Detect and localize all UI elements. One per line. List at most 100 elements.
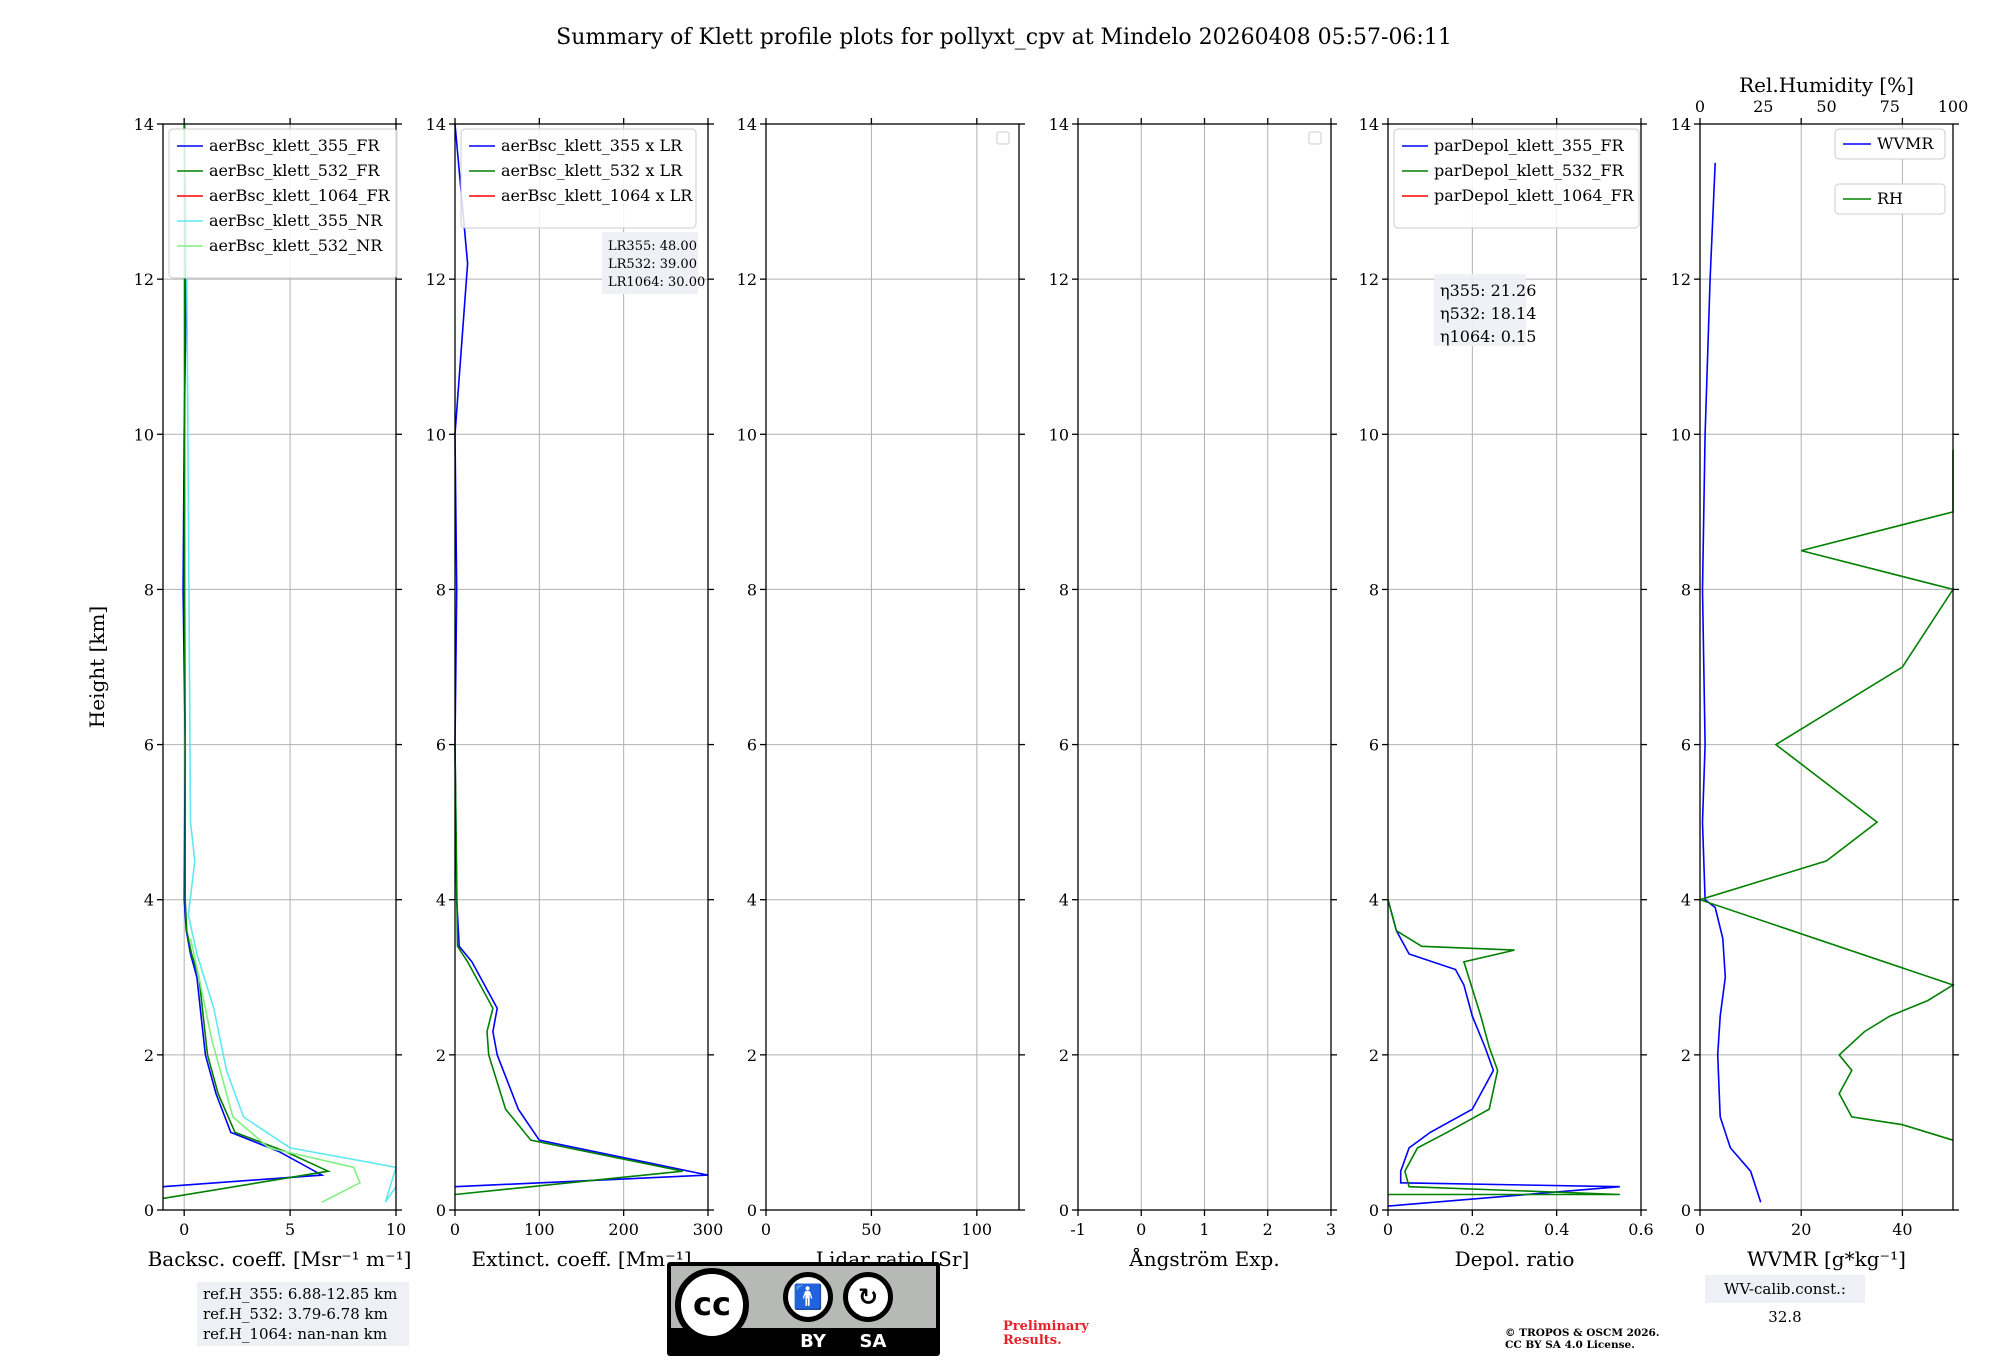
legend-entry: aerBsc_klett_355_FR <box>209 136 380 155</box>
y-tick-label: 10 <box>1049 425 1069 444</box>
y-tick-label: 0 <box>1369 1201 1379 1220</box>
lr-annotation: LR532: 39.00 <box>608 257 697 272</box>
x-top-tick-label: 75 <box>1880 97 1900 116</box>
y-tick-label: 6 <box>1681 736 1691 755</box>
y-tick-label: 4 <box>1059 891 1069 910</box>
series-parDepol_klett_355_FR <box>1387 899 1620 1207</box>
x-tick-label: 0.6 <box>1628 1220 1653 1239</box>
y-tick-label: 6 <box>747 736 757 755</box>
y-tick-label: 2 <box>1059 1046 1069 1065</box>
eta-annotation: η1064: 0.15 <box>1440 327 1536 346</box>
y-tick-label: 14 <box>737 115 757 134</box>
legend-entry: WVMR <box>1877 134 1934 153</box>
x-top-tick-label: 25 <box>1753 97 1773 116</box>
x-tick-label: 10 <box>386 1220 406 1239</box>
x-tick-label: 300 <box>693 1220 724 1239</box>
x-top-tick-label: 0 <box>1695 97 1705 116</box>
x-tick-label: 0 <box>179 1220 189 1239</box>
x-tick-label: 5 <box>285 1220 295 1239</box>
by-person-icon: 🚹 <box>783 1272 833 1322</box>
y-tick-label: 4 <box>436 891 446 910</box>
reference-height-box: ref.H_355: 6.88-12.85 km ref.H_532: 3.79… <box>197 1282 409 1346</box>
axes-frame <box>1387 123 1642 1211</box>
y-tick-label: 14 <box>134 115 154 134</box>
legend-box <box>168 128 398 279</box>
legend-entry: aerBsc_klett_1064 x LR <box>501 186 693 205</box>
x-tick-label: 0 <box>450 1220 460 1239</box>
x-axis-label: Backsc. coeff. [Msr⁻¹ m⁻¹] <box>148 1247 412 1271</box>
y-tick-label: 8 <box>436 580 446 599</box>
y-tick-label: 12 <box>134 270 154 289</box>
x-axis-label: Extinct. coeff. [Mm⁻¹] <box>471 1247 691 1271</box>
y-tick-label: 14 <box>426 115 446 134</box>
legend-box <box>460 128 697 229</box>
panel-depolarization: 0 2 4 6 8 10 12 14 0 0.2 0.4 0.6 Depol. ratio parDepo… <box>1359 115 1654 1271</box>
y-tick-label: 0 <box>1059 1201 1069 1220</box>
y-tick-label: 4 <box>1369 891 1379 910</box>
x-tick-label: 0 <box>1695 1220 1705 1239</box>
cc-by-label: BY <box>800 1331 826 1352</box>
axes-frame <box>765 123 1020 1211</box>
copyright-line-2: CC BY SA 4.0 License. <box>1505 1339 1635 1351</box>
x-tick-label: 2 <box>1263 1220 1273 1239</box>
legend-box <box>1834 128 1946 160</box>
x-tick-label: 100 <box>524 1220 555 1239</box>
x-tick-label: 3 <box>1326 1220 1336 1239</box>
y-tick-label: 12 <box>737 270 757 289</box>
y-tick-label: 8 <box>1369 580 1379 599</box>
y-tick-label: 2 <box>1369 1046 1379 1065</box>
y-tick-label: 4 <box>1681 891 1691 910</box>
y-tick-label: 10 <box>426 425 446 444</box>
axes-frame <box>454 123 709 1211</box>
preliminary-line-2: Results. <box>1003 1333 1062 1348</box>
x-tick-label: 0 <box>1136 1220 1146 1239</box>
y-tick-label: 4 <box>747 891 757 910</box>
y-axis-label: Height [km] <box>85 606 109 728</box>
y-tick-label: 2 <box>747 1046 757 1065</box>
x-tick-label: 100 <box>962 1220 993 1239</box>
y-tick-label: 8 <box>747 580 757 599</box>
legend-entry: RH <box>1877 189 1903 208</box>
x-top-axis-label: Rel.Humidity [%] <box>1739 73 1914 97</box>
wv-calib-box: WV-calib.const.: 32.8 <box>1705 1275 1865 1326</box>
cc-icon: cc <box>675 1268 749 1342</box>
y-tick-label: 12 <box>1359 270 1379 289</box>
x-tick-label: 200 <box>608 1220 639 1239</box>
lr-annotation-box <box>602 232 698 294</box>
series-aerBsc_klett_355_NR <box>185 201 398 1203</box>
axes-frame <box>1699 123 1954 1211</box>
y-tick-label: 14 <box>1359 115 1379 134</box>
legend-entry: aerBsc_klett_355_NR <box>209 211 383 230</box>
lr-annotation: LR1064: 30.00 <box>608 275 705 290</box>
preliminary-line-1: Preliminary <box>1003 1319 1089 1334</box>
x-tick-label: 40 <box>1892 1220 1912 1239</box>
legend-entry: parDepol_klett_532_FR <box>1434 161 1625 180</box>
copyright-note: © TROPOS & OSCM 2026. CC BY SA 4.0 Licen… <box>1505 1327 1660 1351</box>
y-tick-label: 8 <box>1059 580 1069 599</box>
y-tick-label: 6 <box>1369 736 1379 755</box>
x-axis-label: WVMR [g*kg⁻¹] <box>1747 1247 1906 1271</box>
x-tick-label: 0.2 <box>1460 1220 1485 1239</box>
legend-entry: aerBsc_klett_532 x LR <box>501 161 683 180</box>
eta-annotation-box <box>1434 274 1526 346</box>
y-tick-label: 2 <box>436 1046 446 1065</box>
refh-1064: ref.H_1064: nan-nan km <box>203 1325 388 1343</box>
x-axis-label: Depol. ratio <box>1455 1247 1575 1271</box>
legend-entry: parDepol_klett_1064_FR <box>1434 186 1635 205</box>
y-tick-label: 0 <box>436 1201 446 1220</box>
refh-532: ref.H_532: 3.79-6.78 km <box>203 1305 388 1323</box>
y-tick-label: 4 <box>144 891 154 910</box>
y-tick-label: 0 <box>1681 1201 1691 1220</box>
legend-entry: aerBsc_klett_355 x LR <box>501 136 683 155</box>
y-tick-label: 10 <box>737 425 757 444</box>
x-top-tick-label: 50 <box>1816 97 1836 116</box>
legend-entry: parDepol_klett_355_FR <box>1434 136 1625 155</box>
copyright-line-1: © TROPOS & OSCM 2026. <box>1505 1327 1660 1339</box>
y-tick-label: 6 <box>436 736 446 755</box>
series-aerBsc_klett_532_FR <box>162 124 331 1200</box>
x-top-tick-label: 100 <box>1938 97 1969 116</box>
x-tick-label: 50 <box>861 1220 881 1239</box>
eta-annotation: η532: 18.14 <box>1440 304 1536 323</box>
